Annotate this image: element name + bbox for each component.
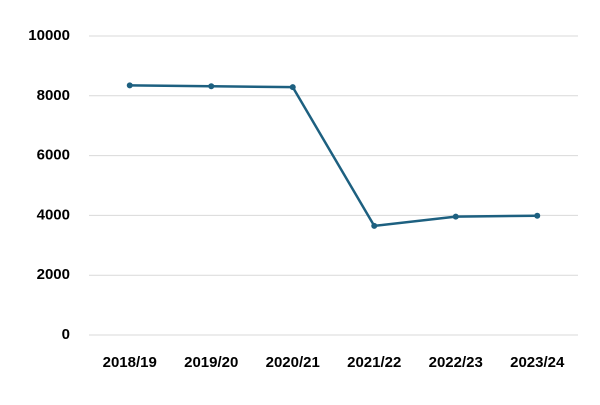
data-point (208, 83, 215, 90)
x-tick-label: 2021/22 (347, 354, 401, 371)
y-tick-label: 10000 (28, 27, 70, 44)
x-tick-label: 2019/20 (184, 354, 238, 371)
x-tick-label: 2022/23 (429, 354, 483, 371)
y-tick-label: 4000 (37, 206, 70, 223)
y-tick-label: 6000 (37, 147, 70, 164)
y-tick-label: 8000 (37, 87, 70, 104)
data-line (129, 84, 538, 228)
data-point (126, 82, 133, 89)
data-point (289, 84, 296, 91)
data-point (534, 212, 541, 219)
y-tick-label: 0 (62, 326, 70, 343)
data-point (371, 222, 378, 229)
y-tick-label: 2000 (37, 266, 70, 283)
data-point (452, 213, 459, 220)
x-tick-label: 2023/24 (510, 354, 565, 371)
x-tick-label: 2018/19 (103, 354, 157, 371)
x-tick-label: 2020/21 (266, 354, 320, 371)
